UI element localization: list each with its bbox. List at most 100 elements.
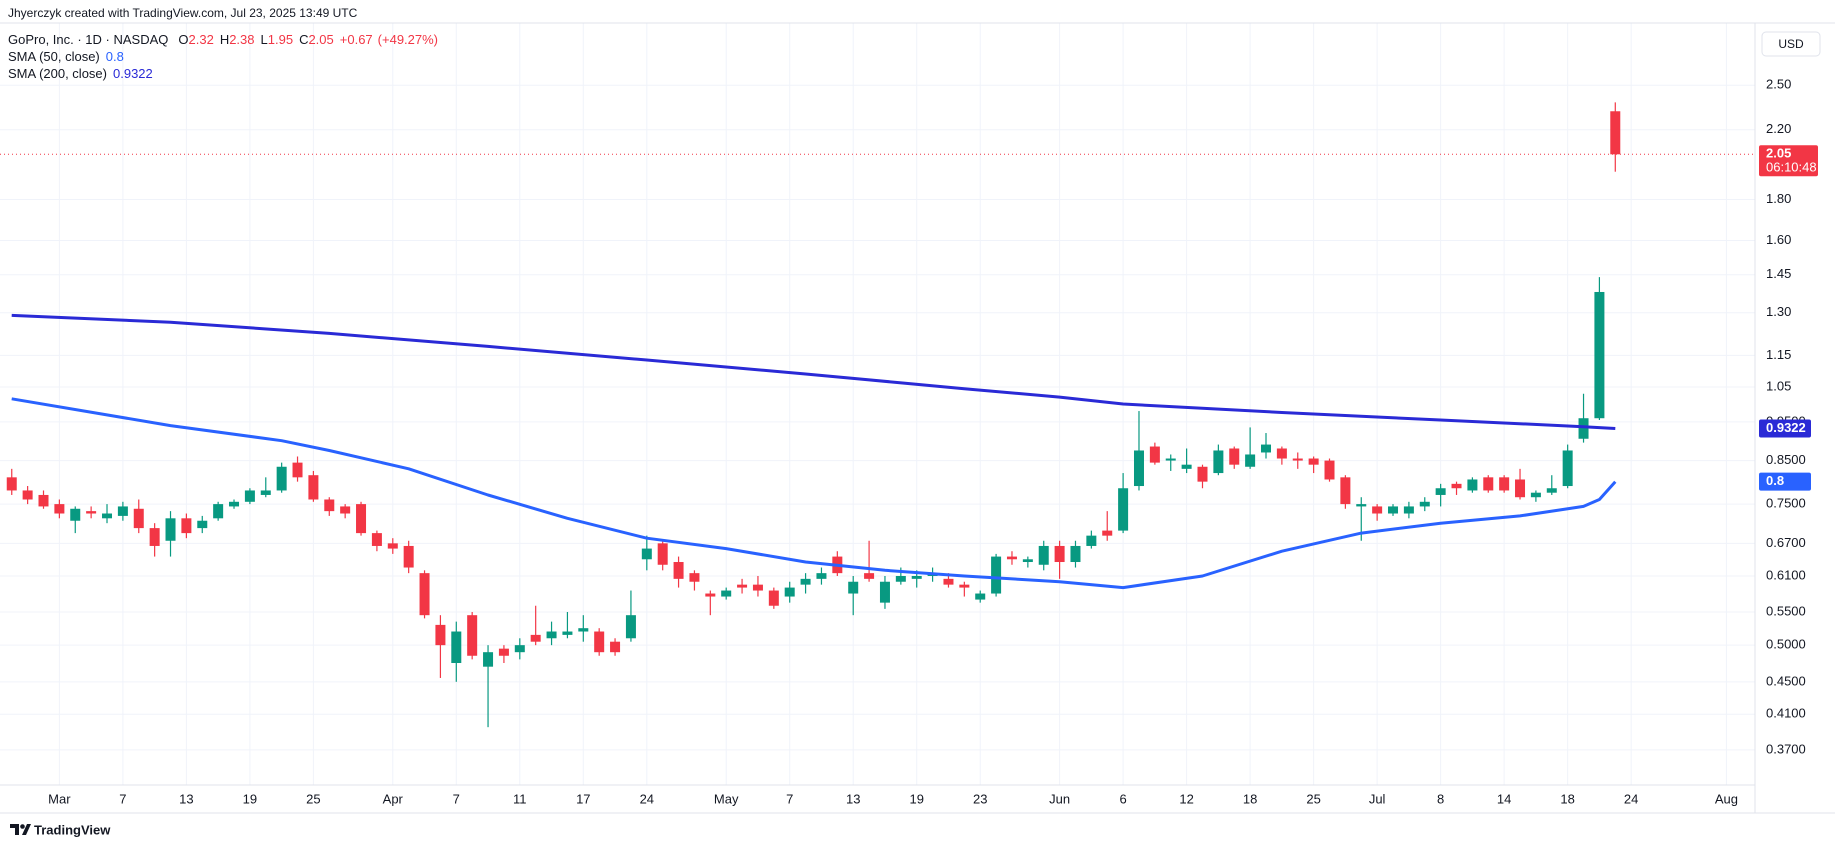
x-tick-label: Jun	[1049, 791, 1070, 806]
sma-line	[11, 397, 1617, 590]
candle-body	[991, 556, 1002, 594]
legend-series-value: 0.8	[106, 49, 124, 64]
candle-body	[1149, 446, 1160, 463]
currency-button[interactable]	[1761, 31, 1821, 57]
candle-body	[1515, 479, 1526, 498]
candle-body	[435, 624, 446, 646]
x-tick-label: 6	[1119, 791, 1126, 806]
candle-body	[1118, 488, 1129, 531]
brand-logo-dot	[20, 824, 25, 829]
candle-body	[1340, 477, 1351, 505]
candle-body	[594, 631, 605, 653]
x-tick-label: 25	[306, 791, 320, 806]
legend-value: 2.38	[229, 32, 254, 47]
sma-line	[11, 313, 1616, 430]
candle-body	[1308, 458, 1319, 465]
sma-price-box	[1759, 419, 1811, 438]
candle-body	[1594, 291, 1605, 419]
candle-body	[800, 578, 811, 585]
candle-body	[276, 466, 287, 491]
candle-body	[1213, 450, 1224, 474]
legend-value: 1.95	[268, 32, 293, 47]
y-tick-label: 1.30	[1766, 304, 1791, 319]
candle-body	[1499, 477, 1510, 491]
legend-key: L	[261, 32, 268, 47]
x-tick-label: Aug	[1715, 791, 1738, 806]
candle-body	[1181, 464, 1192, 469]
candle-body	[371, 533, 382, 546]
x-tick-label: 23	[973, 791, 987, 806]
legend-series-name: SMA (50, close)	[8, 49, 100, 64]
x-tick-label: May	[714, 791, 739, 806]
x-tick-label: 25	[1306, 791, 1320, 806]
x-tick-label: 7	[119, 791, 126, 806]
candle-body	[959, 584, 970, 588]
candle-body	[1324, 460, 1335, 480]
legend-key: C	[299, 32, 308, 47]
x-tick-label: 7	[453, 791, 460, 806]
candle-body	[1292, 458, 1303, 461]
y-tick-label: 0.5000	[1766, 637, 1806, 652]
candle-body	[1483, 477, 1494, 491]
candle-body	[197, 520, 208, 529]
candle-body	[1038, 545, 1049, 565]
legend-line: SMA (200, close) 0.9322	[8, 66, 153, 81]
candle-body	[673, 562, 684, 579]
candle-body	[102, 513, 113, 519]
x-tick-label: 12	[1179, 791, 1193, 806]
candle-body	[1102, 530, 1113, 536]
grid	[0, 23, 1755, 785]
candle-body	[356, 504, 367, 534]
candle-body	[578, 628, 589, 632]
candle-body	[752, 584, 763, 591]
legend: GoPro, Inc. · 1D · NASDAQ O2.32 H2.38 L1.95…	[8, 32, 438, 81]
candle-body	[419, 573, 430, 616]
brand-logo	[10, 824, 31, 835]
candle-body	[562, 631, 573, 635]
x-tick-label: 13	[846, 791, 860, 806]
last-price-label: 2.05	[1766, 146, 1791, 161]
x-tick-label: 7	[786, 791, 793, 806]
candle-body	[244, 490, 255, 502]
y-tick-label: 0.6100	[1766, 567, 1806, 582]
candle-body	[1070, 545, 1081, 563]
y-tick-label: 1.05	[1766, 378, 1791, 393]
candle-body	[1086, 535, 1097, 546]
candle-body	[895, 575, 906, 582]
countdown-label: 06:10:48	[1766, 160, 1817, 175]
x-tick-label: Apr	[383, 791, 404, 806]
legend-line: GoPro, Inc. · 1D · NASDAQ O2.32 H2.38 L1.95…	[8, 32, 438, 47]
x-tick-label: Mar	[48, 791, 71, 806]
candle-body	[1578, 418, 1589, 439]
candle-body	[1165, 458, 1176, 461]
candle-body	[546, 631, 557, 639]
x-tick-label: Jul	[1369, 791, 1386, 806]
candle-body	[165, 518, 176, 541]
candle-body	[721, 590, 732, 597]
y-tick-label: 0.4500	[1766, 673, 1806, 688]
candle-body	[308, 475, 319, 500]
legend-series-value: 0.9322	[113, 66, 153, 81]
axes: USD 2.502.201.801.601.451.301.151.050.95…	[0, 22, 1835, 814]
candle-body	[1245, 454, 1256, 467]
candle-body	[737, 584, 748, 588]
candle-body	[768, 590, 779, 606]
candle-body	[70, 508, 81, 521]
legend-change: +0.67	[340, 32, 373, 47]
x-tick-label: 19	[909, 791, 923, 806]
legend-value: 2.05	[308, 32, 333, 47]
candle-body	[6, 477, 17, 491]
candle-body	[387, 543, 398, 549]
candle-body	[324, 499, 335, 512]
candle-body	[911, 575, 922, 579]
currency-label[interactable]: USD	[1778, 37, 1804, 51]
legend-change-pct: (+49.27%)	[378, 32, 438, 47]
candle-body	[1133, 450, 1144, 487]
y-tick-label: 0.6700	[1766, 535, 1806, 550]
candle-body	[975, 593, 986, 600]
candle-body	[1372, 506, 1383, 514]
candle-body	[1546, 488, 1557, 493]
candle-body	[1451, 483, 1462, 489]
brand-name: TradingView	[34, 822, 111, 837]
